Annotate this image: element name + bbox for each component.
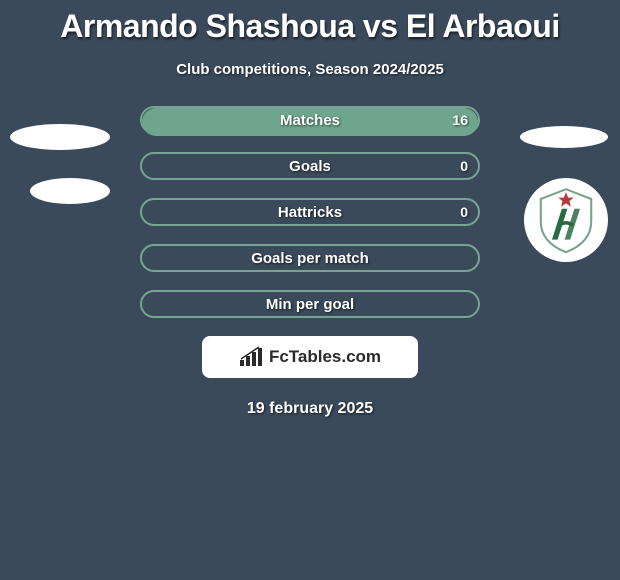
stat-row: Goals per match xyxy=(140,244,480,272)
stat-row: Matches16 xyxy=(140,106,480,134)
date-line: 19 february 2025 xyxy=(0,400,620,418)
stat-value-right: 16 xyxy=(452,108,468,132)
stat-row: Goals0 xyxy=(140,152,480,180)
stat-row: Hattricks0 xyxy=(140,198,480,226)
stat-label: Goals xyxy=(142,154,478,178)
stat-value-right: 0 xyxy=(460,200,468,224)
stat-row: Min per goal xyxy=(140,290,480,318)
player-badge-placeholder xyxy=(10,124,110,150)
subtitle: Club competitions, Season 2024/2025 xyxy=(0,61,620,78)
player-badge-placeholder xyxy=(30,178,110,204)
chart-icon xyxy=(239,346,263,368)
stat-value-right: 0 xyxy=(460,154,468,178)
branding-text: FcTables.com xyxy=(269,347,381,367)
stat-bar-right xyxy=(142,108,478,136)
page-title: Armando Shashoua vs El Arbaoui xyxy=(0,0,620,45)
player-badge-placeholder xyxy=(520,126,608,148)
branding-badge: FcTables.com xyxy=(202,336,418,378)
stat-label: Hattricks xyxy=(142,200,478,224)
stat-label: Goals per match xyxy=(142,246,478,270)
stat-label: Min per goal xyxy=(142,292,478,316)
club-crest xyxy=(524,178,608,262)
